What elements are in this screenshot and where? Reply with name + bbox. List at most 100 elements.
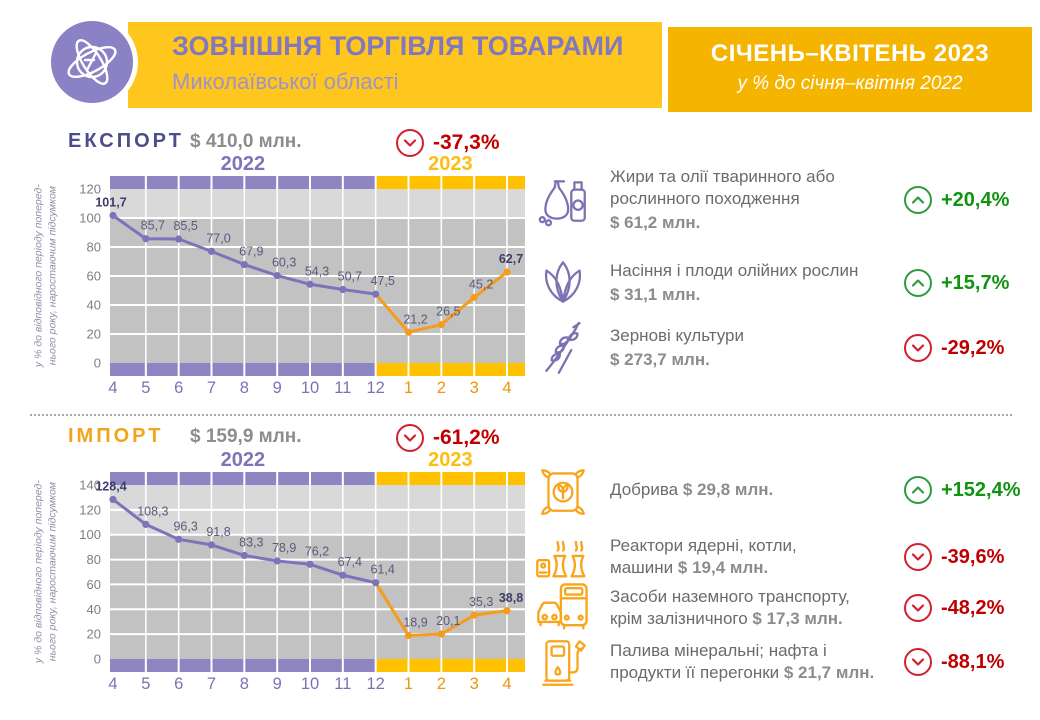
- svg-text:2: 2: [437, 675, 446, 693]
- svg-text:60: 60: [87, 269, 101, 284]
- svg-text:7: 7: [207, 379, 216, 397]
- list-item: Добрива $ 29,8 млн. +152,4%: [530, 455, 1035, 525]
- globe-icon: [67, 39, 117, 85]
- list-item: Засоби наземного транспорту, крім залізн…: [530, 573, 1035, 643]
- list-item: Жири та олії тваринного або рослинного п…: [530, 160, 1035, 240]
- svg-text:2023: 2023: [428, 154, 473, 175]
- trend-arrow-icon: [396, 424, 424, 452]
- svg-text:4: 4: [108, 379, 117, 397]
- item-name: Зернові культури $ 273,7 млн.: [610, 325, 896, 371]
- svg-text:61,4: 61,4: [370, 563, 394, 577]
- svg-text:140: 140: [79, 478, 101, 493]
- period-subtitle: у % до січня–квітня 2022: [737, 73, 963, 94]
- export-change-value: -37,3%: [433, 131, 500, 154]
- svg-text:9: 9: [273, 379, 282, 397]
- svg-text:67,9: 67,9: [239, 245, 263, 259]
- svg-text:108,3: 108,3: [137, 504, 168, 518]
- item-name: Добрива $ 29,8 млн.: [610, 480, 774, 499]
- item-change-value: +15,7%: [941, 271, 1010, 294]
- item-change-value: +152,4%: [941, 478, 1021, 501]
- svg-text:2022: 2022: [221, 450, 265, 471]
- cereals-icon: [530, 315, 596, 381]
- period-title: СІЧЕНЬ–КВІТЕНЬ 2023: [710, 40, 990, 67]
- item-change-badge: -29,2%: [904, 334, 1004, 362]
- svg-text:18,9: 18,9: [403, 616, 427, 630]
- svg-text:11: 11: [334, 675, 351, 693]
- trend-arrow-icon: [904, 594, 932, 622]
- item-change-badge: -39,6%: [904, 543, 1004, 571]
- section-divider: [30, 414, 1012, 416]
- list-item: Насіння і плоди олійних рослин $ 31,1 млн…: [530, 248, 1035, 318]
- item-change-badge: +20,4%: [904, 186, 1009, 214]
- svg-text:6: 6: [174, 675, 183, 693]
- svg-text:2023: 2023: [428, 450, 473, 471]
- item-change-value: -29,2%: [941, 336, 1005, 359]
- svg-text:20: 20: [87, 327, 101, 342]
- trend-arrow-icon: [904, 186, 932, 214]
- svg-text:2: 2: [437, 379, 446, 397]
- svg-text:0: 0: [94, 652, 101, 667]
- svg-text:120: 120: [79, 502, 101, 517]
- trend-arrow-icon: [904, 334, 932, 362]
- svg-text:1: 1: [404, 379, 413, 397]
- item-value: $ 273,7 млн.: [610, 350, 710, 369]
- svg-text:120: 120: [79, 182, 101, 197]
- item-change-badge: +15,7%: [904, 269, 1009, 297]
- svg-text:12: 12: [366, 675, 384, 693]
- svg-text:3: 3: [470, 379, 479, 397]
- svg-text:40: 40: [87, 602, 101, 617]
- svg-text:54,3: 54,3: [305, 264, 329, 278]
- svg-text:91,8: 91,8: [206, 525, 230, 539]
- svg-text:60: 60: [87, 577, 101, 592]
- svg-text:0: 0: [94, 356, 101, 371]
- svg-text:12: 12: [366, 379, 384, 397]
- svg-text:10: 10: [301, 379, 319, 397]
- svg-text:80: 80: [87, 552, 101, 567]
- svg-text:78,9: 78,9: [272, 541, 296, 555]
- svg-text:4: 4: [502, 675, 511, 693]
- item-name: Палива мінеральні; нафта і продукти її п…: [610, 641, 875, 682]
- svg-text:20: 20: [87, 627, 101, 642]
- svg-text:26,5: 26,5: [436, 305, 460, 319]
- svg-text:80: 80: [87, 240, 101, 255]
- svg-text:40: 40: [87, 298, 101, 313]
- svg-text:60,3: 60,3: [272, 256, 296, 270]
- svg-text:67,4: 67,4: [338, 555, 362, 569]
- export-total-value: $ 410,0 млн.: [190, 131, 302, 152]
- item-change-value: +20,4%: [941, 188, 1010, 211]
- import-change-badge: -61,2%: [396, 424, 500, 452]
- item-name: Насіння і плоди олійних рослин $ 31,1 млн…: [610, 260, 896, 306]
- item-name: Реактори ядерні, котли, машини $ 19,4 мл…: [610, 536, 797, 577]
- svg-text:10: 10: [301, 675, 319, 693]
- svg-text:47,5: 47,5: [370, 274, 394, 288]
- export-y-axis-label: у % до відповідного періоду поперед-ньог…: [32, 184, 58, 368]
- import-y-axis-label: у % до відповідного періоду поперед-ньог…: [32, 480, 58, 664]
- svg-text:8: 8: [240, 675, 249, 693]
- reactor-icon: [530, 524, 596, 590]
- svg-text:45,2: 45,2: [469, 277, 493, 291]
- import-total-value: $ 159,9 млн.: [190, 426, 302, 447]
- svg-text:5: 5: [141, 675, 150, 693]
- svg-text:8: 8: [240, 379, 249, 397]
- svg-text:85,5: 85,5: [173, 219, 197, 233]
- period-box: СІЧЕНЬ–КВІТЕНЬ 2023 у % до січня–квітня …: [668, 27, 1032, 112]
- svg-text:4: 4: [108, 675, 117, 693]
- item-value: $ 19,4 млн.: [677, 558, 769, 577]
- page-title: ЗОВНІШНЯ ТОРГІВЛЯ ТОВАРАМИ: [172, 31, 624, 61]
- item-value: $ 21,7 млн.: [783, 663, 875, 682]
- svg-text:5: 5: [141, 379, 150, 397]
- svg-text:76,2: 76,2: [305, 544, 329, 558]
- vehicles-icon: [530, 575, 596, 641]
- svg-text:100: 100: [79, 211, 101, 226]
- trend-arrow-icon: [904, 543, 932, 571]
- oil-products-icon: [530, 167, 596, 233]
- item-change-value: -48,2%: [941, 596, 1005, 619]
- trend-arrow-icon: [396, 129, 424, 157]
- header-bar: ЗОВНІШНЯ ТОРГІВЛЯ ТОВАРАМИ Миколаївської…: [128, 22, 662, 108]
- svg-text:9: 9: [273, 675, 282, 693]
- item-value: $ 31,1 млн.: [610, 285, 701, 304]
- svg-text:96,3: 96,3: [173, 519, 197, 533]
- page-subtitle: Миколаївської області: [172, 69, 399, 94]
